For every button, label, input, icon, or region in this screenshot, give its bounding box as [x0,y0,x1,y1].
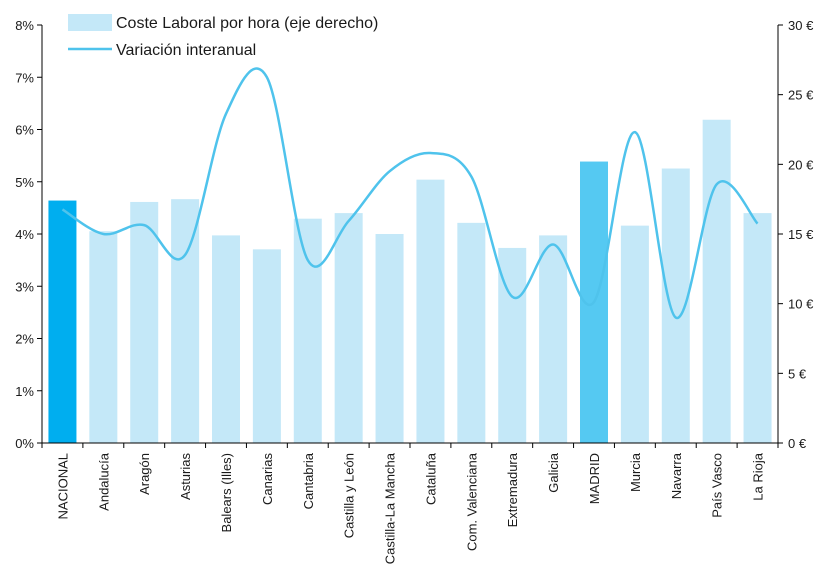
category-label: País Vasco [710,453,725,518]
bars-group [48,119,772,443]
category-label: Cantabria [301,452,316,509]
right-tick-label: 10 € [788,297,814,312]
category-label: Murcia [628,452,643,492]
category-label: Castilla y León [342,453,357,538]
legend-bar-swatch [68,14,112,31]
left-tick-labels: 0% 1% 2% 3% 4% 5% 6% 7% 8% [15,18,34,451]
line-series [61,67,759,319]
bar [375,234,404,443]
bar [212,235,240,443]
bar [252,249,281,443]
category-label: Cataluña [423,452,438,505]
category-labels: NACIONAL Andalucía Aragón Asturias Balears (… [55,452,765,564]
bar [620,225,649,443]
right-tick-label: 25 € [788,88,814,103]
axes-group [37,24,783,448]
bar [743,213,772,443]
bar [539,235,568,443]
category-label: Com. Valenciana [464,452,479,551]
bar [416,179,445,443]
bar [457,222,486,443]
legend: Coste Laboral por hora (eje derecho) Var… [68,14,378,59]
legend-bar-label: Coste Laboral por hora (eje derecho) [116,15,378,32]
right-tick-label: 15 € [788,227,814,242]
bar [89,231,118,443]
category-label: MADRID [587,453,602,504]
line-group [61,67,759,319]
left-tick-label: 5% [15,175,34,190]
category-label: Castilla-La Mancha [383,452,398,564]
left-tick-label: 4% [15,227,34,242]
category-label: Galicia [546,452,561,493]
right-tick-label: 30 € [788,18,814,33]
bar [171,199,200,443]
left-tick-label: 6% [15,123,34,138]
bar [48,200,77,443]
category-label: Aragón [137,453,152,495]
category-label: Extremadura [505,452,520,527]
right-tick-label: 5 € [788,366,807,381]
right-tick-label: 20 € [788,157,814,172]
right-tick-labels: 0 € 5 € 10 € 15 € 20 € 25 € 30 € [788,18,814,451]
left-tick-label: 3% [15,279,34,294]
category-label: Balears (Illes) [219,453,234,532]
left-tick-label: 0% [15,436,34,451]
category-label: Asturias [178,453,193,500]
left-tick-label: 7% [15,70,34,85]
bar [702,119,731,443]
left-tick-label: 8% [15,18,34,33]
category-label: Canarias [260,453,275,506]
left-tick-label: 1% [15,384,34,399]
category-label: La Rioja [751,452,766,500]
category-label: Navarra [669,452,684,499]
left-tick-label: 2% [15,332,34,347]
bar [334,213,363,443]
category-label: Andalucía [96,452,111,511]
right-tick-label: 0 € [788,436,807,451]
legend-line-label: Variación interanual [116,42,256,59]
bar [130,201,159,443]
category-label: NACIONAL [55,453,70,519]
bar [293,218,322,443]
